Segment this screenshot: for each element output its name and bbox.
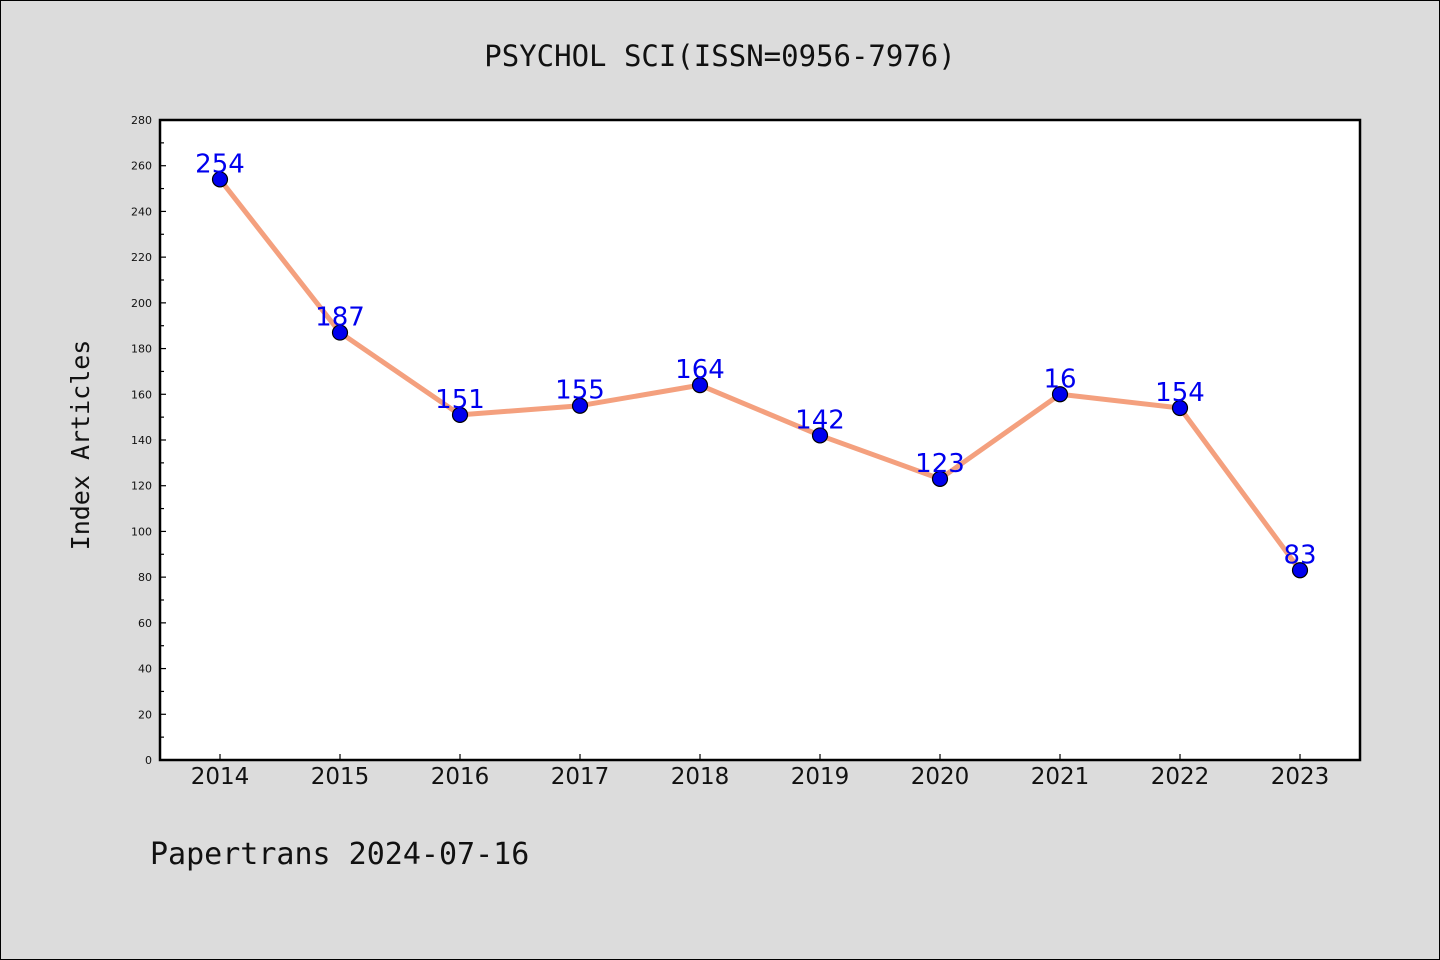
y-tick-label: 220: [131, 251, 152, 264]
plot-area: [158, 118, 1362, 762]
x-tick-label: 2020: [911, 764, 970, 790]
y-tick-label: 180: [131, 343, 152, 356]
data-label: 83: [1283, 540, 1316, 570]
y-tick-label: 0: [145, 754, 152, 767]
x-tick-label: 2017: [551, 764, 610, 790]
y-tick-label: 160: [131, 388, 152, 401]
data-label: 142: [795, 405, 845, 435]
y-tick-label: 20: [138, 708, 152, 721]
y-tick-label: 60: [138, 617, 152, 630]
chart-title: PSYCHOL SCI(ISSN=0956-7976): [484, 39, 955, 73]
data-label: 254: [195, 149, 245, 179]
series-group: 254 187 151 155 164 142 123 16 154 83: [195, 149, 1317, 579]
x-axis: 2014 2015 2016 2017 2018 2019 2020 2021 2022 2023: [191, 754, 1330, 790]
x-tick-label: 2022: [1151, 764, 1210, 790]
y-tick-label: 240: [131, 205, 152, 218]
data-label: 16: [1043, 364, 1076, 394]
x-tick-label: 2023: [1271, 764, 1330, 790]
x-tick-label: 2014: [191, 764, 250, 790]
y-tick-label: 40: [138, 663, 152, 676]
x-tick-label: 2021: [1031, 764, 1090, 790]
y-axis: 0 20 40 60 80 100 120 140 160 180 200 220 240 260 280: [131, 114, 166, 767]
data-point: [1291, 562, 1309, 579]
data-point: [1171, 399, 1189, 417]
x-tick-label: 2019: [791, 764, 850, 790]
data-label: 154: [1155, 378, 1205, 408]
data-label: 187: [315, 303, 365, 333]
data-point: [571, 397, 589, 414]
data-point: [451, 406, 469, 423]
y-tick-label: 140: [131, 434, 152, 447]
data-point: [331, 324, 349, 341]
x-tick-label: 2018: [671, 764, 730, 790]
data-label: 155: [555, 376, 605, 406]
y-axis-label: Index Articles: [66, 340, 95, 551]
x-tick-label: 2015: [311, 764, 370, 790]
y-tick-label: 200: [131, 297, 152, 310]
y-tick-label: 80: [138, 571, 152, 584]
y-tick-label: 120: [131, 480, 152, 493]
data-label: 151: [435, 385, 485, 415]
y-tick-label: 100: [131, 525, 152, 538]
series-line: [217, 176, 1303, 573]
data-point: [811, 427, 829, 444]
data-point: [691, 377, 709, 394]
data-label: 123: [915, 449, 965, 479]
data-point: [211, 171, 229, 188]
y-tick-label: 280: [131, 114, 152, 127]
data-label: 164: [675, 355, 725, 385]
y-tick-label: 260: [131, 160, 152, 173]
footer-text: Papertrans 2024-07-16: [150, 837, 529, 872]
data-point: [1051, 386, 1069, 403]
x-tick-label: 2016: [431, 764, 490, 790]
data-point: [931, 470, 949, 487]
